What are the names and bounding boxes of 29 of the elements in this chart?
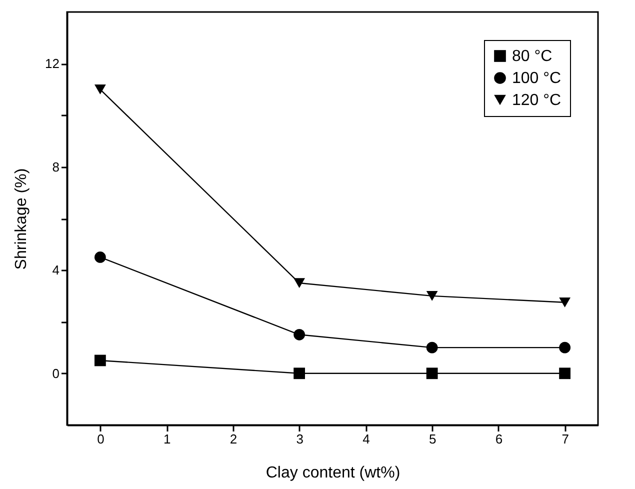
y-tick-label: 0 (52, 366, 60, 381)
y-tick-label: 8 (52, 159, 60, 174)
point (559, 297, 571, 308)
point (294, 328, 306, 340)
legend-label: 120 °C (512, 92, 562, 109)
point (94, 84, 106, 94)
x-tick-label: 2 (230, 432, 238, 446)
legend-label: 80 °C (512, 48, 552, 65)
x-tick-label: 1 (163, 432, 171, 446)
point (94, 252, 106, 263)
point (559, 368, 571, 380)
x-tick-label: 7 (562, 432, 569, 446)
point (426, 342, 438, 354)
x-tick-label: 5 (428, 432, 436, 446)
point (426, 291, 438, 301)
x-tick-label: 0 (97, 432, 104, 446)
point (559, 342, 571, 354)
y-axis-title: Shrinkage (%) (13, 168, 30, 270)
y-tick-label: 12 (45, 56, 60, 72)
x-tick-label: 3 (296, 432, 304, 446)
y-tick-label: 4 (52, 262, 60, 278)
legend-label: 100 °C (512, 70, 562, 87)
x-axis-title: Clay content (wt%) (266, 464, 400, 482)
point (294, 278, 306, 288)
point (94, 354, 106, 366)
x-tick-label: 4 (362, 432, 370, 446)
x-tick-label: 6 (495, 432, 503, 446)
point (426, 368, 438, 380)
point (294, 368, 306, 380)
